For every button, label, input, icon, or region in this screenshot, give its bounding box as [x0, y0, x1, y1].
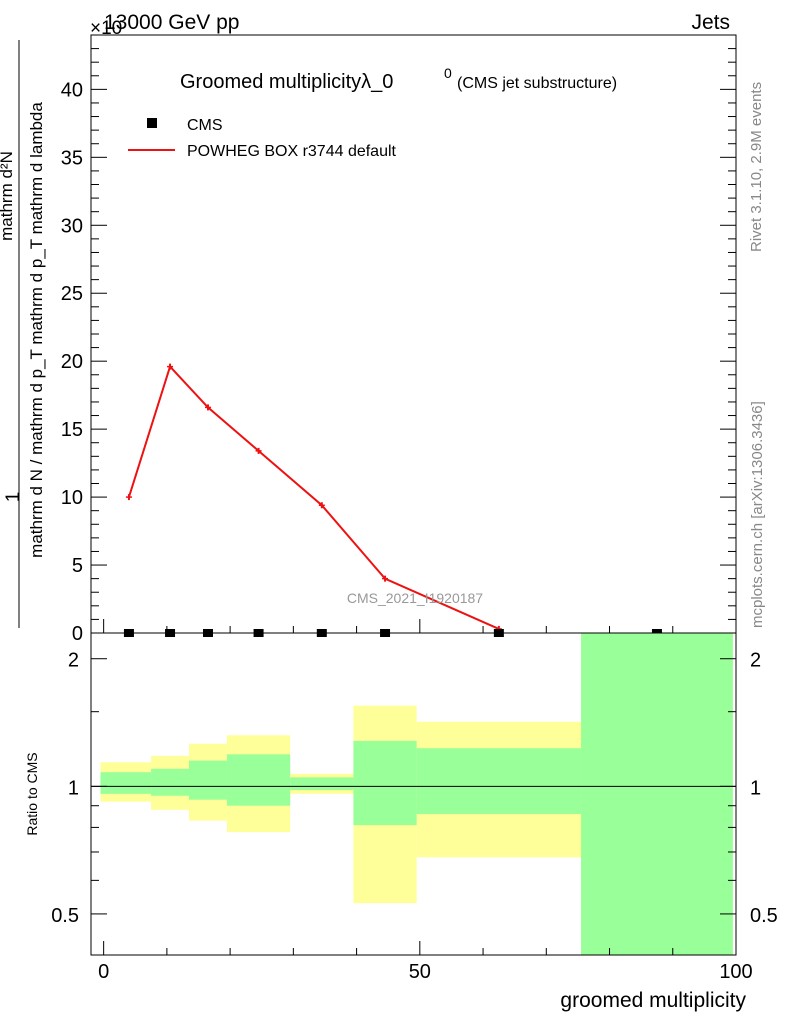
header-right: Jets — [691, 11, 730, 34]
ratio-x-tick-label: 0 — [98, 961, 109, 983]
legend-cms-marker — [147, 118, 157, 128]
main-y-tick-label: 35 — [61, 147, 83, 169]
ratio-inner-band — [189, 761, 227, 800]
header-exponent: ×10 — [90, 18, 122, 39]
ratio-inner-band — [151, 769, 189, 796]
ratio-inner-band — [417, 748, 581, 814]
ratio-y-tick-label-right: 0.5 — [750, 905, 778, 927]
legend-powheg-label: POWHEG BOX r3744 default — [187, 143, 397, 160]
ratio-inner-band — [290, 777, 353, 790]
main-y-tick-label: 40 — [61, 79, 83, 101]
main-y-tick-label: 10 — [61, 487, 83, 509]
ratio-inner-band — [100, 772, 151, 794]
main-y-tick-label: 25 — [61, 283, 83, 305]
y-label-fraction-numerator: mathrm d²N — [0, 151, 16, 241]
legend: CMS POWHEG BOX r3744 default — [128, 117, 397, 160]
main-y-tick-label: 15 — [61, 419, 83, 441]
ratio-inner-band — [581, 633, 733, 955]
main-subtitle: (CMS jet substructure) — [457, 75, 617, 92]
ratio-inner-band — [227, 754, 290, 805]
main-y-ticks: 0 5 10 15 20 25 30 35 40 — [61, 35, 736, 645]
ratio-y-tick-label: 1 — [68, 777, 79, 799]
header-left: 13000 GeV pp — [104, 11, 239, 34]
ratio-panel: 0.5 0.5 1 1 2 2 0 50 100 Ratio to CMS groomed m… — [24, 633, 778, 1012]
watermark: CMS_2021_I1920187 — [347, 590, 483, 606]
ratio-y-tick-label-right: 1 — [750, 777, 761, 799]
ratio-inner-band — [353, 741, 416, 825]
ratio-y-tick-label: 0.5 — [51, 905, 79, 927]
x-axis-label: groomed multiplicity — [560, 989, 746, 1012]
rivet-label: Rivet 3.1.10, 2.9M events — [748, 82, 765, 252]
ratio-y-axis-label: Ratio to CMS — [24, 752, 40, 835]
main-title-superscript: 0 — [444, 65, 452, 81]
mcplots-label: mcplots.cern.ch [arXiv:1306.3436] — [749, 401, 766, 628]
ratio-bands — [100, 633, 732, 955]
ratio-x-tick-label: 50 — [409, 961, 431, 983]
main-y-tick-label: 30 — [61, 215, 83, 237]
main-y-tick-label: 5 — [72, 555, 83, 577]
legend-cms-label: CMS — [187, 117, 223, 134]
ratio-y-tick-label-right: 2 — [750, 650, 761, 672]
y-label-numerator: 1 — [3, 492, 24, 503]
main-y-axis-label: 1 mathrm d²N mathrm d N / mathrm d p_T m… — [0, 40, 46, 628]
main-title: Groomed multiplicityλ_0 — [180, 71, 393, 93]
ratio-x-tick-label: 100 — [719, 961, 752, 983]
main-y-tick-label: 20 — [61, 351, 83, 373]
ratio-y-tick-label: 2 — [68, 650, 79, 672]
main-y-tick-label: 0 — [72, 623, 83, 645]
y-label-fraction-denominator: mathrm d N / mathrm d p_T mathrm d p_T m… — [27, 102, 46, 558]
